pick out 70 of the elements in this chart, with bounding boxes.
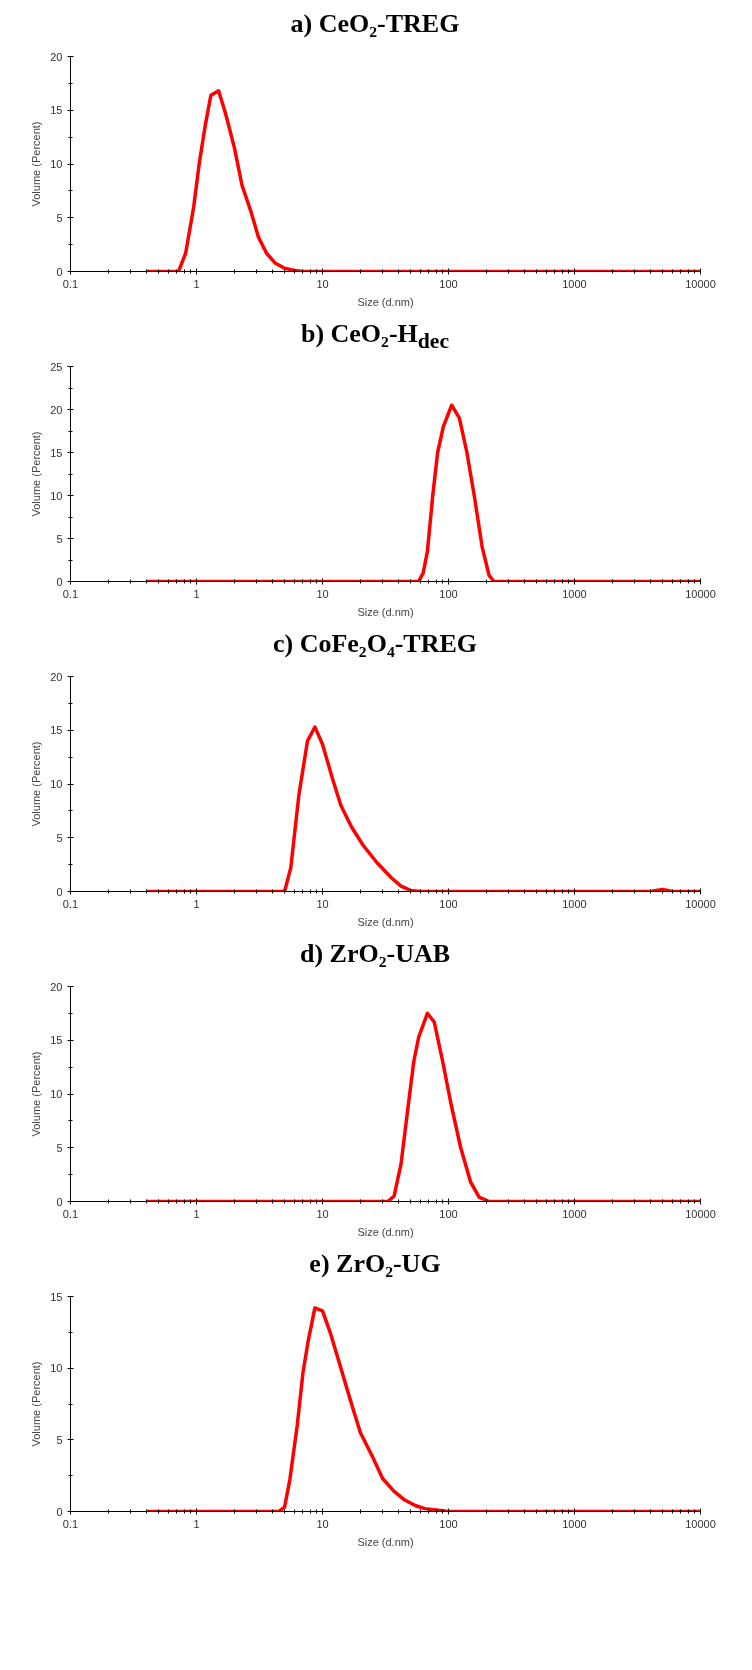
y-tick-label: 20: [50, 403, 63, 416]
y-axis-title: Volume (Percent): [30, 431, 43, 517]
y-tick-label: 15: [50, 446, 63, 459]
y-tick-label: 10: [50, 1362, 63, 1375]
x-tick-label: 10: [316, 1207, 329, 1220]
y-tick-label: 15: [50, 724, 63, 737]
chart-title: b) CeO₂-H$_{dec}$: [299, 318, 451, 356]
x-tick-label: 10: [316, 587, 329, 600]
y-tick-label: 10: [50, 1088, 63, 1100]
y-tick-label: 20: [50, 980, 63, 993]
x-tick-label: 100: [439, 897, 458, 910]
x-tick-label: 1: [193, 1207, 200, 1220]
y-tick-label: 20: [50, 670, 63, 683]
chart-title: d) ZrO₂-UAB: [298, 938, 452, 970]
chart-title: c) CoFe₂O₄-TREG: [271, 628, 479, 660]
x-tick-label: 0.1: [62, 587, 79, 600]
x-tick-label: 10000: [685, 587, 716, 600]
y-tick-label: 5: [56, 1141, 63, 1154]
x-tick-label: 10000: [685, 897, 716, 910]
y-tick-label: 20: [50, 50, 63, 63]
x-tick-label: 1: [193, 1517, 200, 1530]
x-tick-label: 1000: [562, 1517, 587, 1530]
y-tick-label: 0: [56, 265, 63, 278]
y-tick-label: 25: [50, 360, 63, 373]
x-tick-label: 100: [439, 587, 458, 600]
y-tick-label: 5: [56, 211, 63, 224]
x-tick-label: 0.1: [62, 1207, 79, 1220]
x-tick-label: 10000: [685, 1517, 716, 1530]
y-tick-label: 0: [56, 575, 63, 588]
y-tick-label: 0: [56, 1195, 63, 1208]
x-axis-title: Size (d.nm): [357, 1225, 414, 1238]
x-tick-label: 1000: [562, 1207, 587, 1220]
x-tick-label: 1000: [562, 277, 587, 290]
y-tick-label: 10: [50, 158, 63, 170]
x-tick-label: 0.1: [62, 277, 79, 290]
x-tick-label: 0.1: [62, 897, 79, 910]
x-tick-label: 10: [316, 897, 329, 910]
y-axis-title: Volume (Percent): [30, 121, 43, 207]
x-tick-label: 100: [439, 277, 458, 290]
y-tick-label: 10: [50, 489, 63, 502]
x-tick-label: 10: [316, 1517, 329, 1530]
y-tick-label: 0: [56, 885, 63, 898]
y-tick-label: 15: [50, 1290, 63, 1303]
y-axis-title: Volume (Percent): [30, 1361, 43, 1447]
y-tick-label: 0: [56, 1505, 63, 1518]
y-tick-label: 10: [50, 778, 63, 790]
x-tick-label: 10: [316, 277, 329, 290]
y-tick-label: 5: [56, 532, 63, 545]
chart-title: e) ZrO₂-UG: [308, 1248, 442, 1280]
y-axis-title: Volume (Percent): [30, 741, 43, 827]
y-tick-label: 15: [50, 104, 63, 117]
y-tick-label: 5: [56, 1433, 63, 1446]
x-tick-label: 0.1: [62, 1517, 79, 1530]
x-tick-label: 10000: [685, 1207, 716, 1220]
x-tick-label: 100: [439, 1207, 458, 1220]
y-tick-label: 15: [50, 1034, 63, 1047]
x-tick-label: 1: [193, 587, 200, 600]
x-tick-label: 100: [439, 1517, 458, 1530]
x-tick-label: 1000: [562, 897, 587, 910]
chart-title: a) CeO₂-TREG: [289, 8, 461, 40]
y-axis-title: Volume (Percent): [30, 1051, 43, 1137]
x-axis-title: Size (d.nm): [357, 915, 414, 928]
x-axis-title: Size (d.nm): [357, 1535, 414, 1548]
x-tick-label: 1000: [562, 587, 587, 600]
y-tick-label: 5: [56, 831, 63, 844]
x-axis-title: Size (d.nm): [357, 605, 414, 618]
x-axis-title: Size (d.nm): [357, 295, 414, 308]
x-tick-label: 10000: [685, 277, 716, 290]
x-tick-label: 1: [193, 897, 200, 910]
x-tick-label: 1: [193, 277, 200, 290]
